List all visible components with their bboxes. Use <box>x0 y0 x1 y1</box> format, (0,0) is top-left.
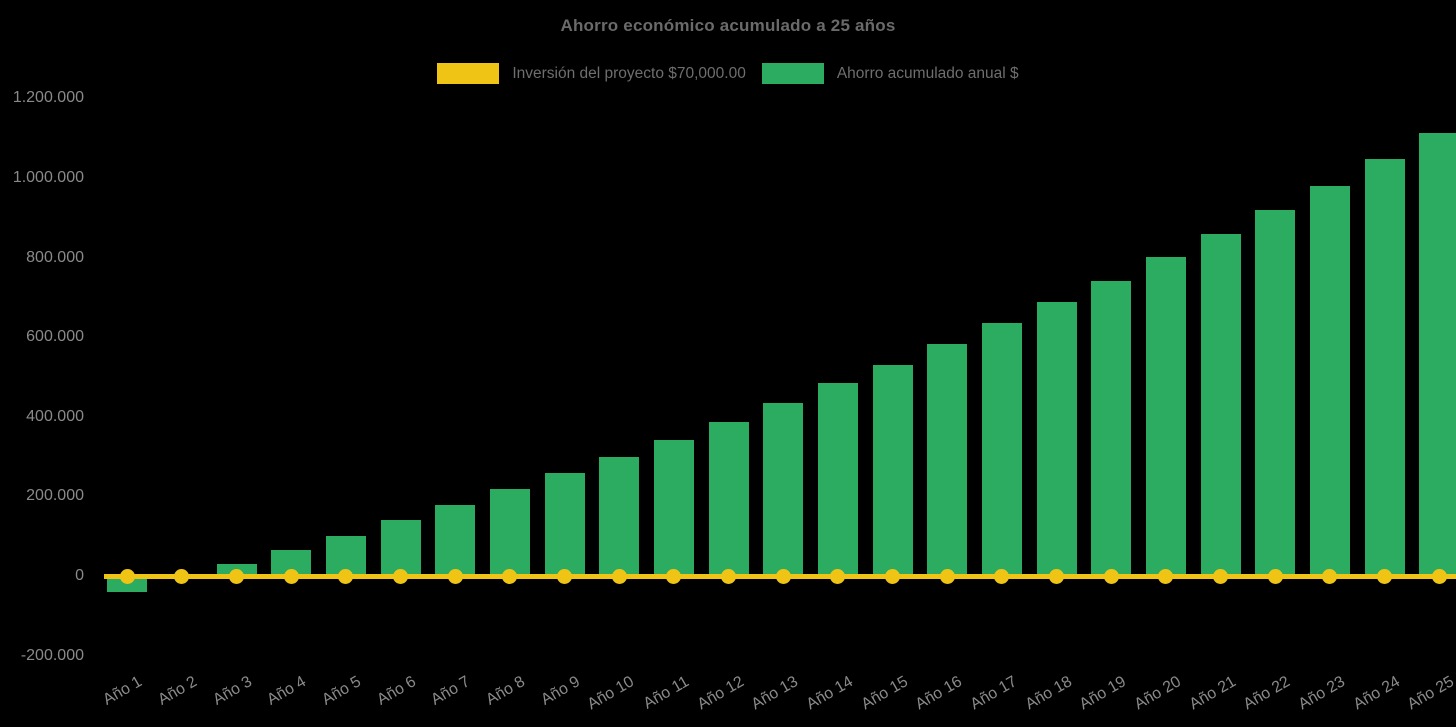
savings-bar-1[interactable] <box>107 576 148 592</box>
legend-item-investment[interactable]: Inversión del proyecto $70,000.00 <box>437 63 746 84</box>
savings-bar-10[interactable] <box>599 456 640 576</box>
savings-bar-8[interactable] <box>489 489 530 576</box>
investment-point-8[interactable] <box>502 568 518 584</box>
y-axis-tick-label: 200.000 <box>26 487 84 505</box>
investment-point-9[interactable] <box>557 568 573 584</box>
investment-point-14[interactable] <box>830 568 846 584</box>
y-axis-tick-label: 600.000 <box>26 328 84 346</box>
investment-point-13[interactable] <box>775 568 791 584</box>
savings-bar-6[interactable] <box>380 520 421 576</box>
investment-point-24[interactable] <box>1377 568 1392 584</box>
savings-legend-swatch-icon <box>761 63 824 84</box>
savings-bar-14[interactable] <box>817 383 858 576</box>
investment-point-17[interactable] <box>994 568 1010 584</box>
investment-point-16[interactable] <box>939 568 955 584</box>
savings-bar-17[interactable] <box>981 323 1022 576</box>
y-axis-tick-label: 400.000 <box>26 407 84 425</box>
investment-point-12[interactable] <box>721 568 737 584</box>
investment-point-19[interactable] <box>1103 568 1119 584</box>
savings-legend-label: Ahorro acumulado anual $ <box>836 64 1019 82</box>
investment-point-15[interactable] <box>885 568 901 584</box>
y-axis-tick-label: 0 <box>75 567 84 584</box>
savings-bar-18[interactable] <box>1036 302 1077 576</box>
investment-legend-swatch-icon <box>437 63 500 84</box>
investment-point-18[interactable] <box>1049 568 1065 584</box>
investment-point-3[interactable] <box>229 568 245 584</box>
investment-point-22[interactable] <box>1267 568 1283 584</box>
investment-point-20[interactable] <box>1158 568 1174 584</box>
savings-bar-23[interactable] <box>1309 185 1350 576</box>
investment-point-2[interactable] <box>174 568 190 584</box>
legend-item-savings[interactable]: Ahorro acumulado anual $ <box>761 63 1019 84</box>
investment-point-1[interactable] <box>119 568 135 584</box>
savings-bar-16[interactable] <box>927 344 968 576</box>
y-axis-tick-label: -200.000 <box>20 646 84 664</box>
savings-bar-25[interactable] <box>1419 132 1456 576</box>
y-axis-tick-label: 800.000 <box>26 248 84 266</box>
savings-bar-9[interactable] <box>544 472 585 576</box>
savings-bar-24[interactable] <box>1364 158 1405 576</box>
savings-bar-19[interactable] <box>1091 280 1132 576</box>
savings-bar-22[interactable] <box>1255 210 1296 576</box>
y-axis-tick-label: 1.000.000 <box>12 169 84 186</box>
savings-bar-13[interactable] <box>763 402 804 576</box>
y-axis-tick-label: 1.200.000 <box>12 89 84 107</box>
investment-point-10[interactable] <box>611 568 627 584</box>
investment-point-23[interactable] <box>1322 568 1338 584</box>
investment-point-25[interactable] <box>1431 568 1447 584</box>
investment-point-5[interactable] <box>338 568 354 584</box>
investment-point-11[interactable] <box>666 568 682 584</box>
investment-point-21[interactable] <box>1213 568 1229 584</box>
investment-legend-label: Inversión del proyecto $70,000.00 <box>512 64 746 82</box>
savings-bar-20[interactable] <box>1145 256 1186 576</box>
chart-legend: Inversión del proyecto $70,000.00 Ahorro… <box>0 63 1456 84</box>
savings-bar-12[interactable] <box>708 421 749 576</box>
savings-bar-21[interactable] <box>1200 234 1241 576</box>
investment-point-4[interactable] <box>283 568 299 584</box>
savings-bar-7[interactable] <box>435 505 476 576</box>
investment-point-7[interactable] <box>447 568 463 584</box>
savings-bar-15[interactable] <box>872 365 913 576</box>
investment-point-6[interactable] <box>393 568 409 584</box>
savings-bar-11[interactable] <box>653 439 694 576</box>
chart-title: Ahorro económico acumulado a 25 años <box>560 16 896 35</box>
